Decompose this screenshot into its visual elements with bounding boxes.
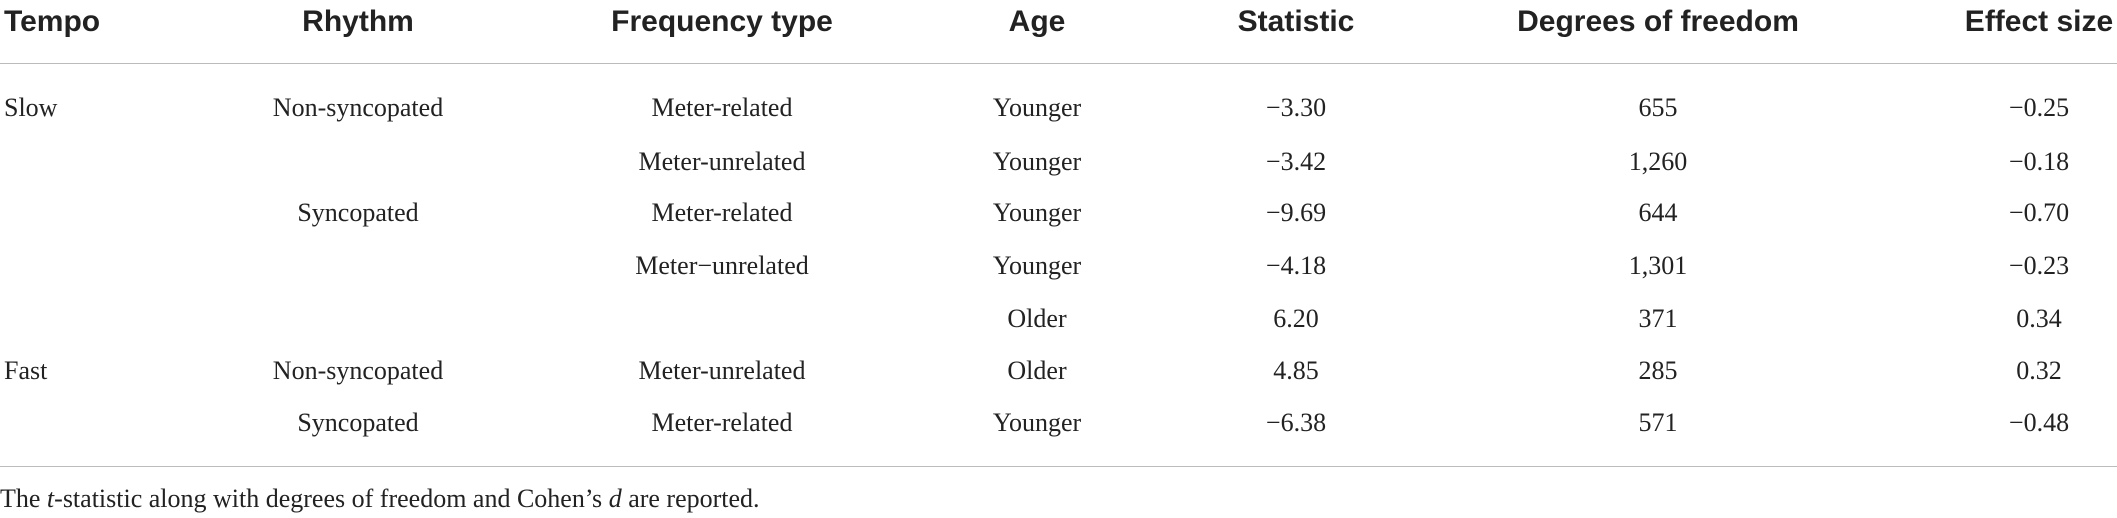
table-cell: 571 (1638, 408, 1678, 437)
table-cell: Meter-unrelated (638, 356, 806, 385)
table-cell: Younger (992, 93, 1082, 122)
table-cell: −6.38 (1265, 408, 1327, 437)
column-header: Rhythm (302, 5, 414, 38)
table-cell: Younger (992, 251, 1082, 280)
table-cell: Syncopated (297, 408, 419, 437)
table-cell: 1,260 (1628, 147, 1688, 176)
table-cell: 0.34 (2016, 304, 2062, 333)
footnote-text: -statistic along with degrees of freedom… (54, 484, 609, 513)
column-header: Age (1008, 5, 1066, 38)
table-cell: 655 (1638, 93, 1678, 122)
table-cell: Non-syncopated (272, 93, 444, 122)
table-cell: 285 (1638, 356, 1678, 385)
table-cell: −0.25 (2008, 93, 2070, 122)
table-cell: −3.42 (1265, 147, 1327, 176)
table-cell: −3.30 (1265, 93, 1327, 122)
column-header: Effect size (1964, 5, 2114, 38)
table-cell: Non-syncopated (272, 356, 444, 385)
table-cell: −9.69 (1265, 198, 1327, 227)
table-cell: Younger (992, 198, 1082, 227)
table-cell: Slow (4, 93, 58, 122)
footnote-text: are reported. (621, 484, 760, 513)
column-header: Frequency type (611, 5, 833, 38)
bottom-rule (0, 466, 2117, 467)
header-rule (0, 63, 2117, 64)
table-cell: Meter-related (651, 198, 793, 227)
table-cell: Meter-related (651, 408, 793, 437)
table-cell: 4.85 (1273, 356, 1319, 385)
table-cell: 371 (1638, 304, 1678, 333)
column-header: Tempo (4, 5, 101, 38)
column-header: Statistic (1237, 5, 1355, 38)
table-cell: Meter-related (651, 93, 793, 122)
table-cell: Older (1007, 356, 1067, 385)
footnote-italic: d (608, 484, 622, 513)
table-cell: −0.70 (2008, 198, 2070, 227)
table-cell: 644 (1638, 198, 1678, 227)
table-cell: Meter-unrelated (638, 147, 806, 176)
table-cell: −0.23 (2008, 251, 2070, 280)
table-cell: Fast (4, 356, 48, 385)
column-header: Degrees of freedom (1517, 5, 1799, 38)
table-cell: −0.18 (2008, 147, 2070, 176)
table-cell: −4.18 (1265, 251, 1327, 280)
table-cell: 6.20 (1273, 304, 1319, 333)
table-cell: Younger (992, 408, 1082, 437)
footnote-text: The (0, 484, 47, 513)
table-cell: Younger (992, 147, 1082, 176)
table-cell: Syncopated (297, 198, 419, 227)
table-cell: Meter−unrelated (635, 251, 809, 280)
footnote: The t-statistic along with degrees of fr… (0, 484, 760, 514)
table-cell: −0.48 (2008, 408, 2070, 437)
footnote-italic: t (46, 484, 55, 513)
table-cell: 1,301 (1628, 251, 1688, 280)
table-cell: 0.32 (2016, 356, 2062, 385)
table-cell: Older (1007, 304, 1067, 333)
